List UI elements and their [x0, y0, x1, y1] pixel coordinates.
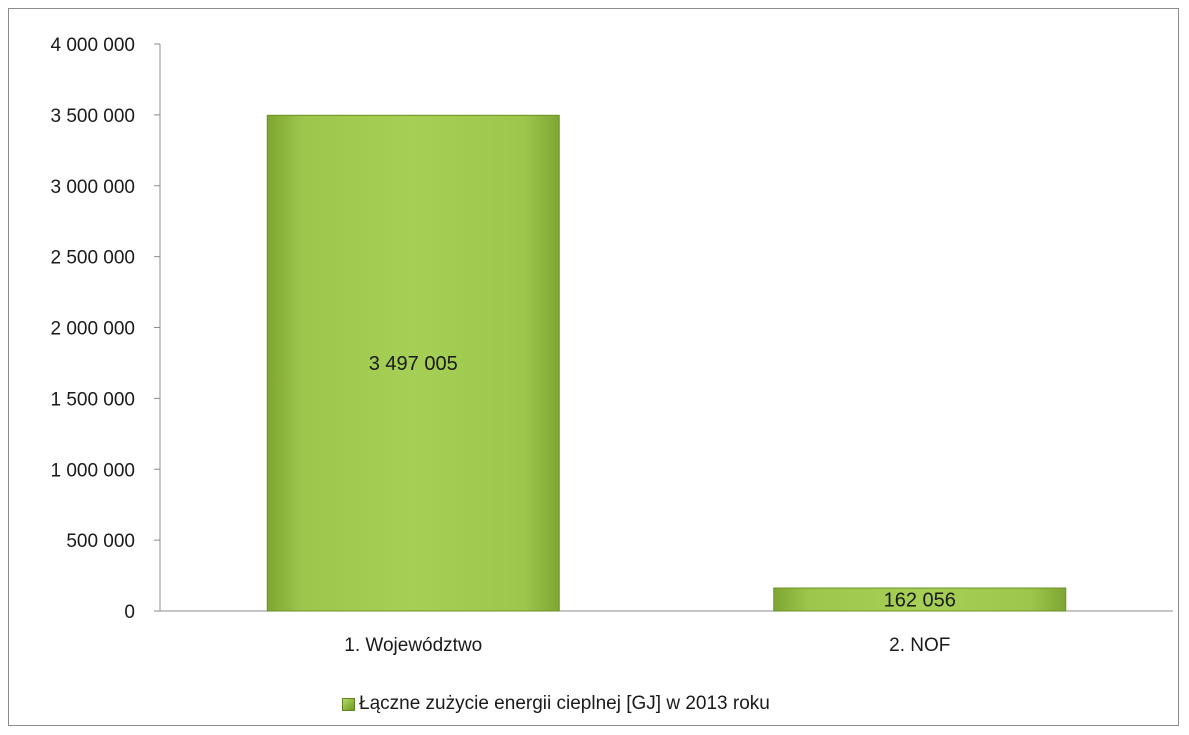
- y-axis-ticks: 0 500 000 1 000 000 1 500 000 2 000 000 2 500…: [50, 35, 160, 623]
- y-tick-label: 500 000: [66, 531, 135, 552]
- y-tick-label: 2 000 000: [50, 319, 135, 340]
- legend-label: Łączne zużycie energii cieplnej [GJ] w 2…: [359, 693, 770, 714]
- legend-swatch: [342, 697, 355, 711]
- legend: Łączne zużycie energii cieplnej [GJ] w 2…: [342, 692, 770, 716]
- data-label: 3 497 005: [369, 353, 458, 375]
- x-category-label: 2. NOF: [889, 635, 950, 656]
- y-tick-label: 0: [124, 602, 135, 623]
- bars: [266, 114, 1067, 612]
- data-labels: 3 497 005 162 056: [369, 353, 956, 611]
- x-axis-labels: 1. Województwo 2. NOF: [344, 635, 950, 656]
- y-tick-label: 1 500 000: [50, 389, 135, 410]
- y-tick-label: 3 500 000: [50, 106, 135, 127]
- data-label: 162 056: [884, 590, 956, 612]
- x-category-label: 1. Województwo: [344, 635, 482, 656]
- bar-1: [266, 114, 560, 612]
- bar-2: [773, 587, 1067, 612]
- y-tick-label: 2 500 000: [50, 248, 135, 269]
- y-tick-label: 1 000 000: [50, 460, 135, 481]
- y-tick-label: 3 000 000: [50, 177, 135, 198]
- y-tick-label: 4 000 000: [50, 35, 135, 56]
